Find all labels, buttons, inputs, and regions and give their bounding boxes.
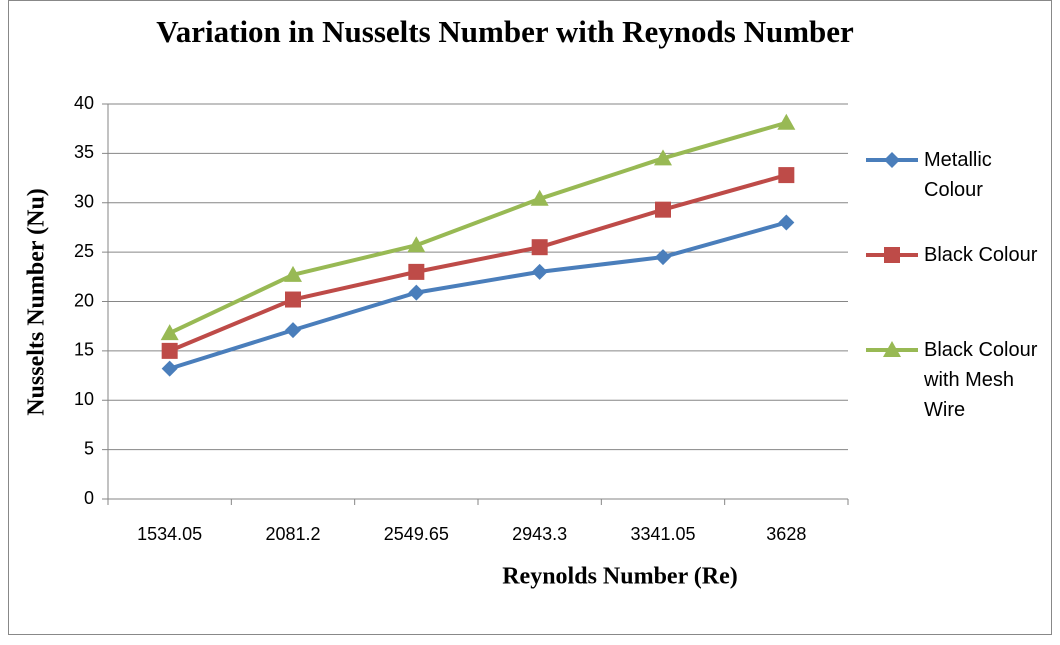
y-tick-label: 30	[74, 192, 94, 212]
y-tick-label: 10	[74, 389, 94, 409]
x-tick-label: 2549.65	[384, 524, 449, 544]
marker	[408, 284, 425, 301]
y-tick-label: 25	[74, 241, 94, 261]
series-line	[168, 173, 787, 353]
marker	[777, 113, 796, 130]
marker	[161, 342, 178, 359]
legend-label: Black Colour	[924, 244, 1038, 266]
legend-label: Metallic Colour	[924, 149, 992, 201]
x-axis-title: Reynolds Number (Re)	[502, 564, 738, 590]
marker	[778, 214, 795, 231]
y-tick-label: 35	[74, 142, 94, 162]
y-tick-label: 40	[74, 93, 94, 113]
series-line	[168, 120, 787, 335]
x-tick-label: 2081.2	[265, 524, 320, 544]
legend-marker	[883, 341, 901, 357]
x-tick-label: 2943.3	[512, 524, 567, 544]
marker	[407, 236, 426, 253]
x-tick-label: 3341.05	[630, 524, 695, 544]
legend-label: Black Colour with Mesh Wire	[924, 339, 1038, 421]
marker	[285, 291, 301, 308]
marker	[655, 201, 671, 218]
y-tick-label: 5	[84, 438, 94, 458]
series-line	[169, 220, 787, 371]
x-tick-label: 3628	[766, 524, 806, 544]
legend-marker	[884, 247, 900, 263]
y-tick-label: 0	[84, 488, 94, 508]
marker	[530, 189, 549, 206]
marker	[160, 324, 179, 341]
marker	[531, 263, 548, 280]
chart-title: Variation in Nusselts Number with Reynod…	[156, 14, 854, 49]
marker	[408, 263, 425, 280]
chart-border	[8, 0, 1052, 635]
x-tick-label: 1534.05	[137, 524, 202, 544]
y-tick-label: 20	[74, 290, 94, 310]
y-axis-title: Nusselts Number (Nu)	[24, 188, 50, 416]
y-tick-label: 15	[74, 340, 94, 360]
marker	[161, 360, 178, 377]
marker	[284, 265, 302, 282]
marker	[531, 239, 548, 256]
marker	[655, 249, 671, 266]
marker	[778, 167, 795, 184]
marker	[285, 322, 301, 339]
marker	[654, 149, 672, 166]
legend-marker	[884, 152, 900, 168]
